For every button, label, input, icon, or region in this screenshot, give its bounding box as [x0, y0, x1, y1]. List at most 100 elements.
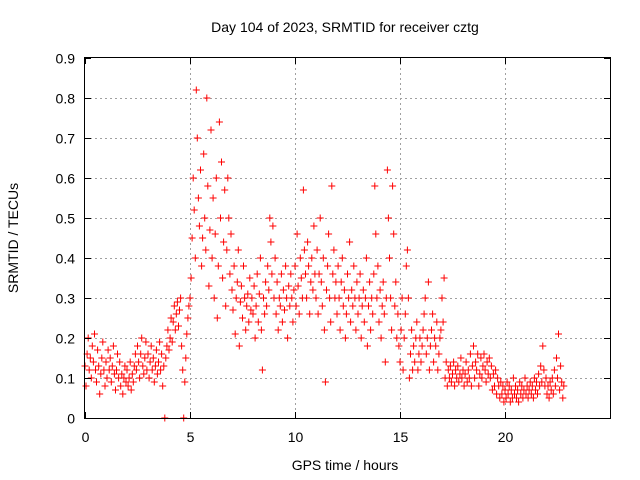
- data-point: [405, 374, 413, 382]
- data-point: [179, 366, 187, 374]
- data-point: [185, 302, 193, 310]
- data-point: [449, 370, 456, 378]
- data-point: [210, 294, 218, 302]
- data-point: [504, 390, 512, 398]
- data-point: [152, 346, 160, 354]
- data-point: [186, 294, 194, 302]
- data-point: [256, 254, 264, 262]
- plot-frame: [84, 57, 611, 419]
- data-point: [503, 378, 511, 386]
- data-point: [288, 294, 296, 302]
- data-point: [461, 370, 469, 378]
- data-point: [356, 270, 364, 278]
- data-point: [391, 302, 399, 310]
- data-point: [440, 274, 448, 282]
- y-tick-label: 0.6: [56, 171, 76, 187]
- data-point: [240, 262, 247, 270]
- data-point: [473, 366, 481, 374]
- y-tick-label: 0.3: [56, 291, 76, 307]
- data-point: [249, 310, 257, 318]
- data-point: [388, 326, 396, 334]
- data-point: [254, 318, 262, 326]
- data-point: [151, 362, 159, 370]
- data-point: [132, 366, 140, 374]
- data-point: [350, 262, 358, 270]
- data-point: [355, 294, 363, 302]
- data-point: [198, 262, 206, 270]
- data-point: [550, 366, 558, 374]
- data-point: [251, 334, 259, 342]
- data-point: [263, 302, 271, 310]
- data-point: [149, 354, 157, 362]
- data-point: [315, 270, 323, 278]
- data-point: [129, 378, 137, 386]
- data-point: [319, 254, 327, 262]
- data-point: [393, 334, 401, 342]
- data-point: [428, 326, 435, 334]
- data-point: [183, 330, 191, 338]
- data-point: [255, 290, 263, 298]
- data-point: [193, 134, 201, 142]
- data-point: [370, 270, 378, 278]
- y-tick-label: 0: [67, 411, 75, 427]
- data-point: [305, 262, 313, 270]
- data-point: [91, 330, 98, 338]
- data-point: [546, 378, 554, 386]
- data-point: [295, 310, 303, 318]
- data-point: [286, 302, 294, 310]
- data-point: [537, 362, 545, 370]
- data-point: [358, 302, 366, 310]
- data-point: [446, 362, 454, 370]
- data-point: [136, 374, 144, 382]
- data-point: [189, 174, 197, 182]
- data-point: [291, 262, 299, 270]
- data-point: [214, 262, 222, 270]
- data-point: [247, 306, 255, 314]
- data-point: [281, 306, 288, 314]
- data-point: [226, 270, 234, 278]
- data-point: [413, 318, 421, 326]
- data-point: [223, 246, 231, 254]
- data-point: [559, 394, 567, 402]
- data-point: [242, 326, 250, 334]
- data-point: [220, 238, 228, 246]
- data-point: [146, 358, 154, 366]
- data-point: [213, 314, 221, 322]
- data-point: [389, 182, 397, 190]
- data-point: [274, 326, 282, 334]
- y-tick-label: 0.5: [56, 211, 76, 227]
- data-point: [554, 374, 561, 382]
- data-point: [492, 366, 500, 374]
- data-point: [110, 370, 118, 378]
- data-point: [466, 350, 474, 358]
- data-point: [511, 390, 518, 398]
- data-point: [130, 362, 138, 370]
- data-point: [526, 378, 534, 386]
- data-point: [300, 246, 308, 254]
- data-point: [497, 378, 505, 386]
- data-point: [170, 302, 178, 310]
- data-point: [330, 246, 338, 254]
- data-point: [275, 294, 283, 302]
- data-point: [314, 310, 322, 318]
- data-point: [114, 350, 121, 358]
- x-tick-label: 15: [393, 429, 409, 445]
- data-point: [225, 214, 233, 222]
- data-point: [102, 358, 110, 366]
- data-point: [119, 390, 127, 398]
- data-point: [539, 342, 547, 350]
- data-point: [430, 358, 438, 366]
- data-point: [328, 182, 336, 190]
- data-point: [373, 294, 381, 302]
- data-point: [167, 314, 175, 322]
- data-point: [516, 378, 524, 386]
- data-point: [172, 310, 180, 318]
- data-point: [293, 230, 301, 238]
- data-point: [239, 314, 246, 322]
- data-point: [155, 358, 162, 366]
- data-point: [436, 334, 444, 342]
- data-point: [555, 330, 562, 338]
- data-point: [310, 222, 318, 230]
- data-point: [463, 378, 471, 386]
- data-point: [276, 302, 284, 310]
